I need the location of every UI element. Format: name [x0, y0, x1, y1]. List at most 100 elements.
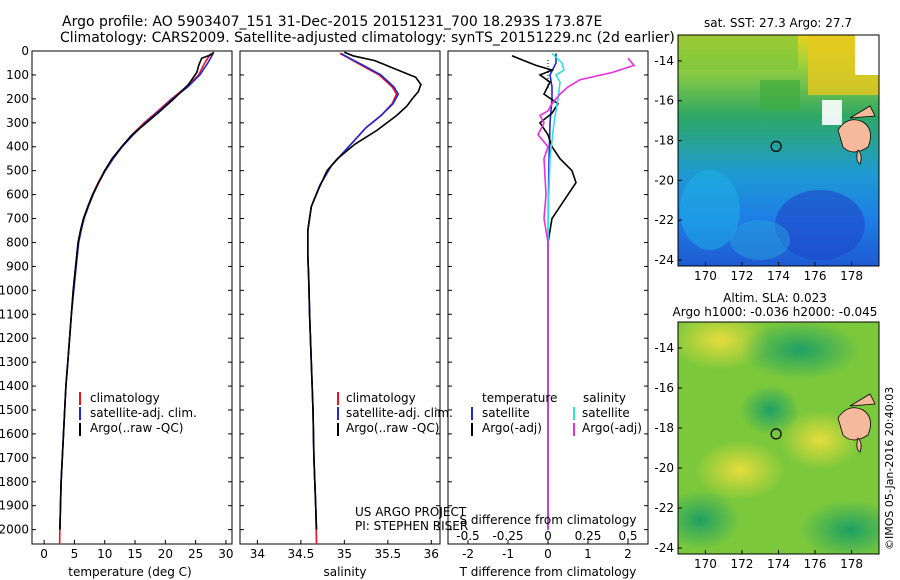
y-tick-label: 1500 — [0, 403, 29, 417]
y-tick-label: 1800 — [0, 475, 29, 489]
legend-sal-argo: Argo(-adj) — [582, 421, 642, 435]
map-x-tick: 176 — [804, 557, 827, 571]
y-tick-label: 1200 — [0, 331, 29, 345]
difference-xlabel-top: S difference from climatology — [460, 513, 637, 527]
y-tick-label: 800 — [6, 235, 29, 249]
map-y-tick: -24 — [654, 253, 674, 267]
legend-temp-argo: Argo(-adj) — [482, 421, 542, 435]
x-tick-label: -2 — [462, 547, 474, 561]
legend-argo: Argo(..raw -QC) — [90, 421, 183, 435]
map-x-tick: 174 — [767, 557, 790, 571]
x-tick-label: 2 — [624, 547, 632, 561]
header-line-2: Climatology: CARS2009. Satellite-adjuste… — [60, 30, 675, 46]
x-tick-label: 5 — [71, 547, 79, 561]
difference-panel: -2 -1 0 1 2 -0.5 -0.25 0 0.25 0.5 S difference fr… — [447, 50, 649, 579]
s-tick-label: 0.5 — [618, 529, 637, 543]
y-tick-label: 300 — [6, 116, 29, 130]
difference-xlabel: T difference from climatology — [459, 565, 637, 579]
map-x-tick: 170 — [694, 557, 717, 571]
series-line — [537, 57, 636, 530]
x-tick-label: 1 — [584, 547, 592, 561]
series-line — [306, 52, 398, 545]
salinity-lines — [306, 51, 422, 545]
legend-satellite-adj: satellite-adj. clim. — [346, 406, 453, 420]
map-x-tick: 178 — [840, 557, 863, 571]
x-tick-label: 15 — [127, 547, 142, 561]
map-y-tick: -20 — [654, 173, 674, 187]
temperature-axis: 0 5 10 15 20 25 300100200300400500600700800900… — [0, 44, 234, 561]
s-tick-label: 0.25 — [575, 529, 602, 543]
sla-map-axes: 170 172 174 176 178 -14 -16 -18 -20 -22 -24 — [654, 341, 863, 571]
imos-stamp: ©IMOS 05-Jan-2016 20:40:03 — [883, 387, 896, 550]
sst-map-axes: 170 172 174 176 178 -14 -16 -18 -20 -22 -24 — [654, 54, 863, 283]
sst-map-title: sat. SST: 27.3 Argo: 27.7 — [704, 16, 852, 30]
map-y-tick: -22 — [654, 501, 674, 515]
y-tick-label: 700 — [6, 212, 29, 226]
map-x-tick: 176 — [804, 269, 827, 283]
project-line-2: PI: STEPHEN RISER — [355, 519, 468, 533]
series-line — [59, 51, 215, 530]
temperature-xlabel: temperature (deg C) — [68, 565, 191, 579]
map-y-tick: -16 — [654, 94, 674, 108]
y-tick-label: 1300 — [0, 355, 29, 369]
x-tick-label: 25 — [188, 547, 203, 561]
map-y-tick: -16 — [654, 381, 674, 395]
y-tick-label: 600 — [6, 188, 29, 202]
s-tick-label: -0.25 — [492, 529, 523, 543]
series-line — [511, 55, 577, 530]
x-tick-label: 35.5 — [374, 547, 401, 561]
legend-salinity-heading: salinity — [583, 391, 626, 405]
sla-map-subtitle: Argo h1000: -0.036 h2000: -0.045 — [673, 305, 878, 319]
map-y-tick: -14 — [654, 341, 674, 355]
sla-map: Altim. SLA: 0.023 Argo h1000: -0.036 h20… — [654, 291, 880, 571]
x-tick-label: 36 — [424, 547, 439, 561]
temperature-legend: climatology satellite-adj. clim. Argo(..… — [79, 391, 197, 436]
y-tick-label: 400 — [6, 140, 29, 154]
y-tick-label: 1700 — [0, 451, 29, 465]
salinity-legend: climatology satellite-adj. clim. Argo(..… — [337, 391, 453, 436]
x-tick-label: 34.5 — [288, 547, 315, 561]
difference-legend: temperature salinity satellite Argo(-adj… — [471, 391, 642, 436]
x-tick-label: -1 — [502, 547, 514, 561]
y-tick-label: 1400 — [0, 379, 29, 393]
argo-position-marker — [770, 428, 782, 440]
y-tick-label: 2000 — [0, 523, 29, 537]
project-line-1: US ARGO PROJECT — [355, 505, 467, 519]
x-tick-label: 0 — [40, 547, 48, 561]
y-tick-label: 900 — [6, 259, 29, 273]
y-tick-label: 0 — [21, 44, 29, 58]
map-y-tick: -20 — [654, 461, 674, 475]
legend-climatology: climatology — [90, 391, 160, 405]
y-tick-label: 1100 — [0, 307, 29, 321]
x-tick-label: 34 — [250, 547, 265, 561]
legend-temperature-heading: temperature — [482, 391, 557, 405]
map-x-tick: 170 — [694, 269, 717, 283]
series-line — [58, 52, 212, 545]
s-tick-label: 0 — [544, 529, 552, 543]
x-tick-label: 0 — [544, 547, 552, 561]
salinity-xlabel: salinity — [323, 565, 366, 579]
salinity-axis: 34 34.5 35 35.5 36 — [240, 50, 440, 561]
map-y-tick: -14 — [654, 54, 674, 68]
map-x-tick: 174 — [767, 269, 790, 283]
y-tick-label: 1000 — [0, 283, 29, 297]
legend-temp-satellite: satellite — [482, 406, 530, 420]
map-y-tick: -18 — [654, 421, 674, 435]
map-y-tick: -22 — [654, 213, 674, 227]
series-line — [306, 51, 422, 530]
x-tick-label: 10 — [97, 547, 112, 561]
map-x-tick: 172 — [731, 557, 754, 571]
difference-axis: -2 -1 0 1 2 -0.5 -0.25 0 0.25 0.5 — [448, 50, 648, 561]
legend-sal-satellite: satellite — [582, 406, 630, 420]
argo-position-marker — [770, 140, 782, 152]
map-x-tick: 172 — [731, 269, 754, 283]
sla-map-title: Altim. SLA: 0.023 — [723, 291, 827, 305]
x-tick-label: 20 — [158, 547, 173, 561]
series-line — [59, 53, 214, 530]
temperature-lines — [58, 51, 215, 545]
x-tick-label: 30 — [218, 547, 233, 561]
y-tick-label: 500 — [6, 164, 29, 178]
y-tick-label: 100 — [6, 68, 29, 82]
y-tick-label: 200 — [6, 92, 29, 106]
